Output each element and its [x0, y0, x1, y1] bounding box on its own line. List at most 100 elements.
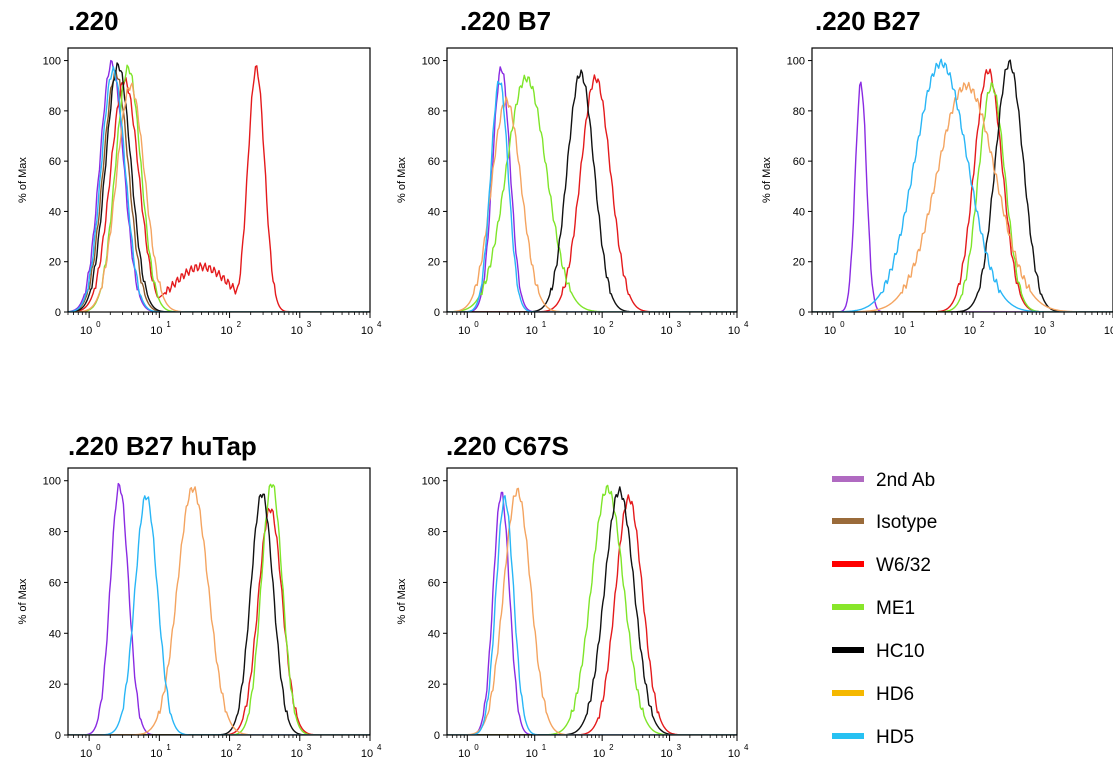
- series-line-hd5: [447, 80, 737, 312]
- x-tick-label: 10: [361, 748, 373, 760]
- x-tick-label: 10: [593, 325, 605, 337]
- legend-label-hd6: HD6: [876, 684, 914, 705]
- y-axis-label: % of Max: [396, 157, 408, 203]
- legend-label-hc10: HC10: [876, 641, 925, 662]
- series-line-hd6: [68, 82, 370, 312]
- chart-title: .220: [68, 6, 119, 36]
- series-line-hd6: [812, 81, 1113, 312]
- x-tick-exponent: 3: [307, 320, 312, 329]
- x-tick-label: 10: [291, 325, 303, 337]
- legend-swatch-me1: [832, 604, 864, 610]
- y-tick-label: 0: [799, 307, 805, 319]
- y-tick-label: 40: [793, 206, 805, 218]
- series-line-w6-32: [812, 68, 1113, 312]
- y-tick-label: 20: [49, 679, 61, 691]
- chart-panel-220-c67s: .220 C67S% of Max02040608010010010110210…: [396, 431, 749, 760]
- y-tick-label: 80: [428, 106, 440, 118]
- y-tick-label: 80: [49, 106, 61, 118]
- legend-swatch-2nd-ab: [832, 476, 864, 482]
- x-tick-exponent: 1: [542, 743, 547, 752]
- series-line-2nd-ab: [68, 482, 370, 735]
- series-line-hc10: [68, 62, 370, 312]
- x-tick-exponent: 0: [474, 320, 479, 329]
- series-line-w6-32: [68, 65, 370, 312]
- series-line-hd6: [447, 487, 737, 735]
- series-line-hd5: [812, 58, 1113, 312]
- series-line-hd5: [447, 495, 737, 735]
- series-line-2nd-ab: [812, 81, 1113, 312]
- series-line-hd5: [68, 495, 370, 735]
- y-tick-label: 0: [434, 730, 440, 742]
- x-tick-label: 10: [593, 748, 605, 760]
- y-axis-label: % of Max: [396, 578, 408, 624]
- series-line-isotype: [68, 69, 370, 312]
- x-tick-exponent: 1: [166, 743, 171, 752]
- series-line-me1: [447, 74, 737, 312]
- x-tick-label: 10: [728, 748, 740, 760]
- legend-swatch-isotype: [832, 518, 864, 524]
- y-tick-label: 60: [49, 577, 61, 589]
- x-tick-exponent: 3: [677, 743, 682, 752]
- legend-label-isotype: Isotype: [876, 512, 937, 533]
- x-tick-exponent: 0: [840, 320, 845, 329]
- x-tick-exponent: 4: [744, 743, 749, 752]
- x-tick-label: 10: [728, 325, 740, 337]
- y-tick-label: 60: [49, 156, 61, 168]
- x-tick-label: 10: [526, 748, 538, 760]
- series-line-me1: [68, 483, 370, 735]
- x-tick-exponent: 1: [542, 320, 547, 329]
- x-tick-exponent: 4: [377, 320, 382, 329]
- legend-swatch-hd6: [832, 690, 864, 696]
- panels: .220% of Max020406080100100101102103104.…: [17, 6, 1113, 760]
- y-tick-label: 0: [434, 307, 440, 319]
- y-axis-label: % of Max: [761, 157, 773, 203]
- x-tick-exponent: 2: [237, 743, 242, 752]
- x-tick-label: 10: [361, 325, 373, 337]
- x-tick-exponent: 0: [474, 743, 479, 752]
- series-line-me1: [68, 64, 370, 312]
- legend-label-me1: ME1: [876, 598, 915, 619]
- y-tick-label: 100: [422, 56, 440, 68]
- x-tick-exponent: 0: [96, 743, 101, 752]
- y-tick-label: 20: [428, 257, 440, 269]
- x-tick-label: 10: [150, 325, 162, 337]
- y-tick-label: 40: [49, 206, 61, 218]
- series-line-hc10: [447, 486, 737, 735]
- y-tick-label: 60: [428, 156, 440, 168]
- y-tick-label: 20: [428, 679, 440, 691]
- x-tick-label: 10: [526, 325, 538, 337]
- x-tick-exponent: 4: [377, 743, 382, 752]
- chart-panel-220-b27: .220 B27% of Max020406080100100101102103…: [761, 6, 1113, 337]
- y-tick-label: 40: [428, 206, 440, 218]
- series-line-2nd-ab: [447, 491, 737, 735]
- series-line-hd6: [447, 96, 737, 312]
- chart-panel-220-b27-hutap: .220 B27 huTap% of Max020406080100100101…: [17, 431, 382, 760]
- x-tick-label: 10: [220, 748, 232, 760]
- y-tick-label: 80: [428, 527, 440, 539]
- x-tick-label: 10: [660, 748, 672, 760]
- series-line-hd6: [68, 486, 370, 735]
- x-tick-exponent: 2: [609, 743, 614, 752]
- x-tick-label: 10: [964, 325, 976, 337]
- series-line-w6-32: [447, 494, 737, 735]
- series-line-me1: [812, 82, 1113, 312]
- plot-frame: [67, 467, 371, 736]
- x-tick-label: 10: [660, 325, 672, 337]
- y-tick-label: 80: [793, 106, 805, 118]
- x-tick-label: 10: [1104, 325, 1113, 337]
- x-tick-exponent: 2: [237, 320, 242, 329]
- legend: 2nd Ab Isotype W6/32 ME1 HC10 HD6 HD5: [832, 470, 937, 748]
- y-tick-label: 100: [422, 476, 440, 488]
- series-line-w6-32: [447, 74, 737, 312]
- chart-title: .220 B27: [815, 6, 921, 36]
- y-axis-label: % of Max: [17, 578, 29, 624]
- x-tick-exponent: 0: [96, 320, 101, 329]
- x-tick-label: 10: [80, 325, 92, 337]
- x-tick-label: 10: [220, 325, 232, 337]
- legend-swatch-hd5: [832, 733, 864, 739]
- chart-title: .220 B27 huTap: [68, 431, 257, 461]
- y-tick-label: 100: [43, 56, 61, 68]
- x-tick-exponent: 3: [1050, 320, 1055, 329]
